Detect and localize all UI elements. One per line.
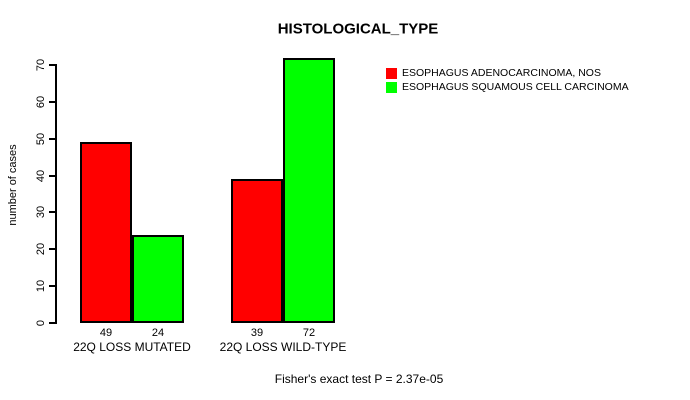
legend-swatch-red — [386, 67, 397, 79]
legend-swatch-green — [386, 81, 397, 93]
y-axis-tick — [49, 285, 55, 288]
bar-value-label: 49 — [99, 327, 113, 339]
y-axis-tick-label: 60 — [35, 95, 47, 108]
y-axis-tick-label: 30 — [35, 206, 47, 219]
y-axis-tick-label: 70 — [35, 58, 47, 72]
y-axis-tick — [49, 211, 55, 214]
bar-green-group2 — [283, 57, 335, 323]
bar-green-group1 — [132, 234, 184, 323]
bar-value-label: 24 — [151, 327, 165, 339]
y-axis-title: number of cases — [7, 144, 19, 226]
legend: ESOPHAGUS ADENOCARCINOMA, NOS ESOPHAGUS S… — [386, 66, 629, 94]
x-category-label: 22Q LOSS WILD-TYPE — [219, 340, 347, 354]
y-axis-tick — [49, 100, 55, 103]
bar-value-label: 72 — [302, 327, 316, 339]
y-axis-tick-label: 40 — [35, 169, 47, 182]
y-axis-tick — [49, 137, 55, 140]
bar-value-label: 39 — [250, 327, 264, 339]
x-category-label: 22Q LOSS MUTATED — [73, 340, 191, 354]
y-axis-line — [55, 64, 57, 324]
legend-row: ESOPHAGUS SQUAMOUS CELL CARCINOMA — [386, 80, 629, 94]
y-axis-tick-label: 0 — [35, 319, 47, 327]
fisher-test-note: Fisher's exact test P = 2.37e-05 — [274, 372, 444, 386]
legend-label: ESOPHAGUS SQUAMOUS CELL CARCINOMA — [402, 81, 629, 93]
y-axis-tick — [49, 64, 55, 66]
chart-title: HISTOLOGICAL_TYPE — [277, 20, 439, 38]
legend-row: ESOPHAGUS ADENOCARCINOMA, NOS — [386, 66, 629, 80]
y-axis-tick-label: 20 — [35, 243, 47, 256]
legend-label: ESOPHAGUS ADENOCARCINOMA, NOS — [402, 67, 601, 79]
y-axis-tick-label: 10 — [35, 280, 47, 293]
bar-red-group2 — [231, 179, 283, 323]
y-axis-tick — [49, 174, 55, 177]
bar-red-group1 — [80, 142, 132, 323]
y-axis-tick — [49, 248, 55, 251]
y-axis-tick — [49, 322, 55, 324]
y-axis-tick-label: 50 — [35, 132, 47, 145]
